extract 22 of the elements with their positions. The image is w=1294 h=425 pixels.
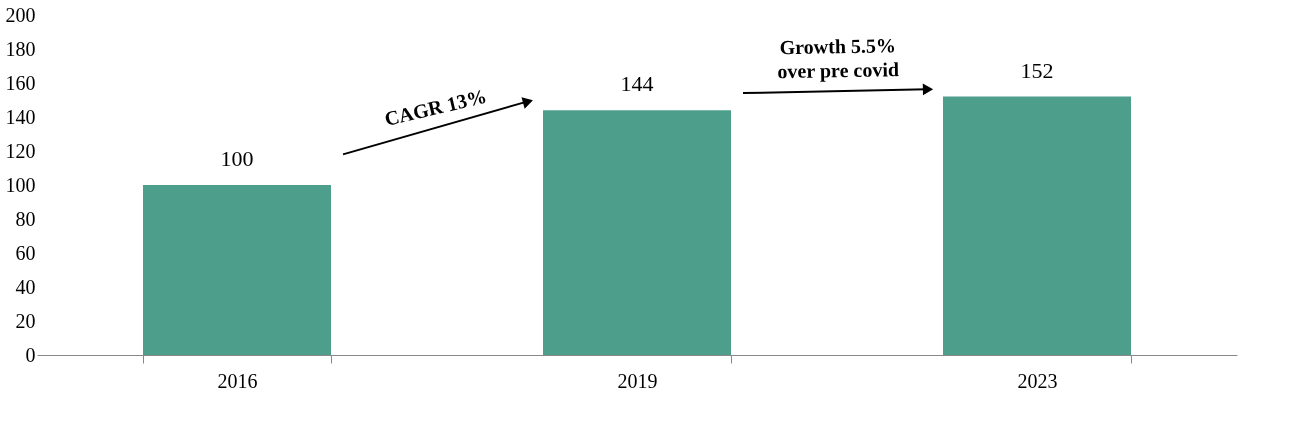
- y-tick-label: 160: [5, 71, 36, 94]
- bar: [143, 185, 331, 355]
- y-tick-label: 40: [15, 275, 36, 298]
- data-label: 152: [1020, 57, 1054, 83]
- x-tick-label: 2016: [217, 369, 258, 392]
- bar: [543, 110, 731, 355]
- data-label: 144: [620, 71, 654, 97]
- y-tick-label: 0: [25, 343, 36, 366]
- y-tick-label: 140: [5, 105, 36, 128]
- y-tick-label: 60: [15, 241, 36, 264]
- y-tick-label: 20: [15, 309, 36, 332]
- x-tick-label: 2019: [617, 369, 658, 392]
- annotation: CAGR 13%: [382, 84, 489, 130]
- y-tick-label: 80: [15, 207, 36, 230]
- data-label: 100: [220, 146, 254, 171]
- annotation: Growth 5.5% over pre covid: [777, 34, 900, 84]
- x-tick-label: 2023: [1017, 369, 1058, 392]
- y-tick-label: 120: [5, 139, 36, 162]
- bar: [943, 96, 1131, 355]
- y-tick-label: 100: [5, 173, 36, 196]
- y-tick-label: 200: [5, 3, 36, 26]
- y-tick-label: 180: [5, 37, 36, 60]
